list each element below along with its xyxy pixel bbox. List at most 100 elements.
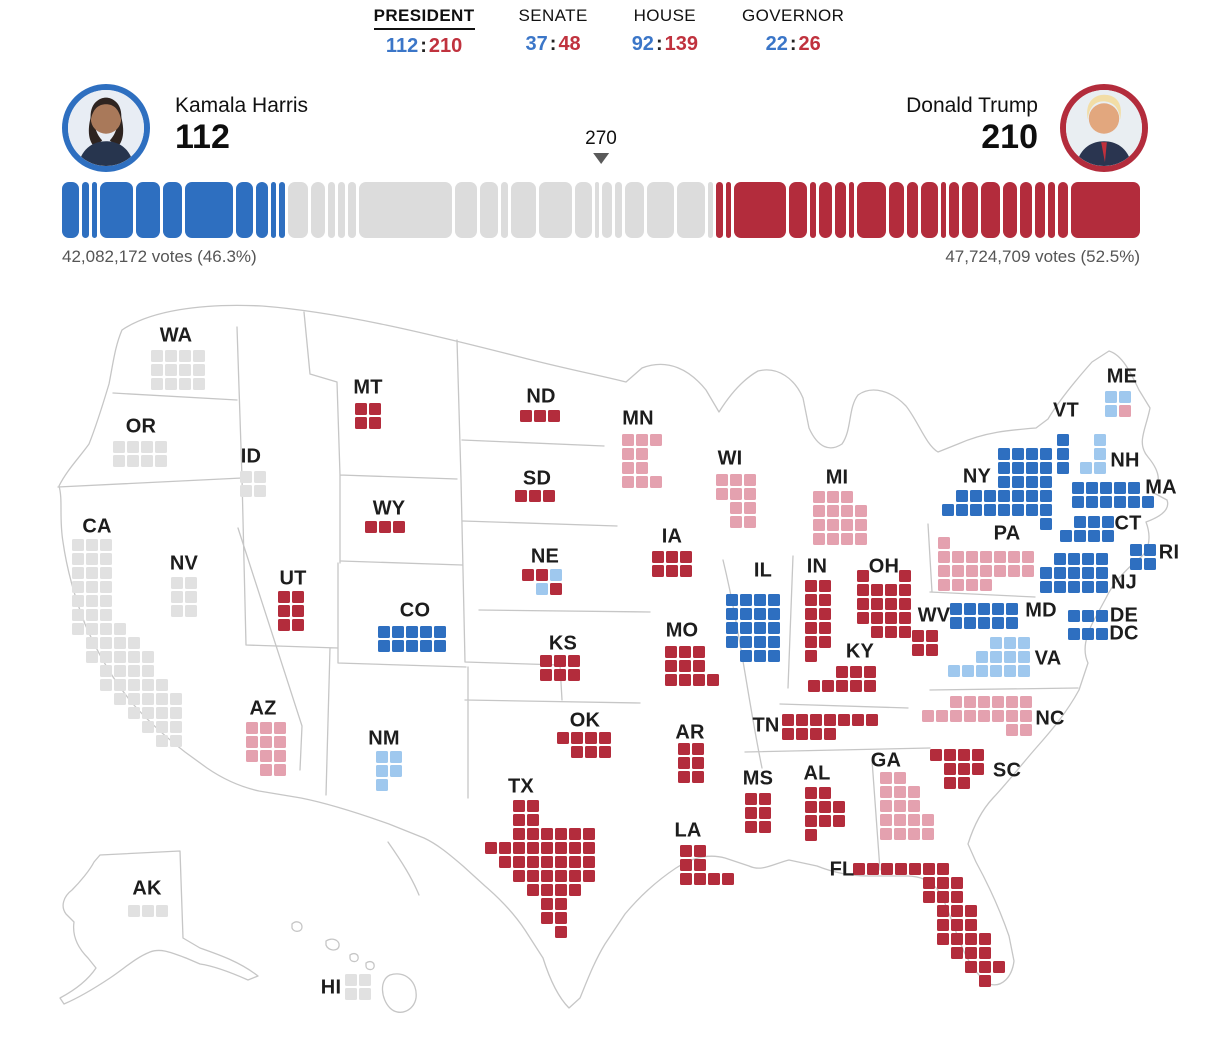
ev-square[interactable] bbox=[926, 630, 938, 642]
ev-square[interactable] bbox=[142, 651, 154, 663]
bar-segment-rep[interactable] bbox=[1047, 182, 1055, 238]
ev-square[interactable] bbox=[240, 485, 252, 497]
ev-square[interactable] bbox=[819, 636, 831, 648]
ev-square[interactable] bbox=[1057, 462, 1069, 474]
ev-square[interactable] bbox=[541, 870, 553, 882]
ev-square[interactable] bbox=[956, 490, 968, 502]
ev-square[interactable] bbox=[1068, 567, 1080, 579]
ev-square[interactable] bbox=[880, 828, 892, 840]
ev-square[interactable] bbox=[965, 933, 977, 945]
ev-square[interactable] bbox=[1026, 490, 1038, 502]
ev-square[interactable] bbox=[980, 565, 992, 577]
ev-square[interactable] bbox=[819, 815, 831, 827]
ev-square[interactable] bbox=[86, 539, 98, 551]
bar-segment-dem[interactable] bbox=[82, 182, 90, 238]
ev-square[interactable] bbox=[979, 961, 991, 973]
ev-square[interactable] bbox=[141, 441, 153, 453]
ev-square[interactable] bbox=[948, 665, 960, 677]
ev-square[interactable] bbox=[359, 988, 371, 1000]
ev-square[interactable] bbox=[984, 504, 996, 516]
bar-segment-uncalled[interactable] bbox=[510, 182, 537, 238]
bar-segment-rep[interactable] bbox=[856, 182, 887, 238]
ev-square[interactable] bbox=[246, 736, 258, 748]
ev-square[interactable] bbox=[950, 710, 962, 722]
ev-square[interactable] bbox=[964, 696, 976, 708]
ev-square[interactable] bbox=[1012, 462, 1024, 474]
ev-square[interactable] bbox=[966, 579, 978, 591]
ev-square[interactable] bbox=[1096, 581, 1108, 593]
ev-square[interactable] bbox=[680, 859, 692, 871]
ev-square[interactable] bbox=[72, 539, 84, 551]
ev-square[interactable] bbox=[141, 455, 153, 467]
ev-square[interactable] bbox=[1054, 553, 1066, 565]
ev-square[interactable] bbox=[827, 519, 839, 531]
ev-square[interactable] bbox=[998, 448, 1010, 460]
bar-segment-rep[interactable] bbox=[889, 182, 905, 238]
ev-square[interactable] bbox=[824, 714, 836, 726]
ev-square[interactable] bbox=[406, 626, 418, 638]
ev-square[interactable] bbox=[958, 763, 970, 775]
ev-square[interactable] bbox=[978, 617, 990, 629]
ev-square[interactable] bbox=[622, 434, 634, 446]
ev-square[interactable] bbox=[585, 746, 597, 758]
bar-segment-dem[interactable] bbox=[271, 182, 277, 238]
ev-square[interactable] bbox=[171, 591, 183, 603]
ev-square[interactable] bbox=[114, 665, 126, 677]
ev-square[interactable] bbox=[376, 751, 388, 763]
ev-square[interactable] bbox=[527, 884, 539, 896]
bar-segment-uncalled[interactable] bbox=[595, 182, 599, 238]
bar-segment-uncalled[interactable] bbox=[707, 182, 713, 238]
ev-square[interactable] bbox=[636, 476, 648, 488]
ev-square[interactable] bbox=[520, 410, 532, 422]
ev-square[interactable] bbox=[936, 710, 948, 722]
ev-square[interactable] bbox=[260, 750, 272, 762]
ev-square[interactable] bbox=[679, 646, 691, 658]
ev-square[interactable] bbox=[979, 933, 991, 945]
ev-square[interactable] bbox=[965, 919, 977, 931]
nav-tab-house[interactable]: HOUSE 92:139 bbox=[632, 6, 698, 58]
ev-square[interactable] bbox=[1144, 544, 1156, 556]
ev-square[interactable] bbox=[768, 650, 780, 662]
ev-square[interactable] bbox=[726, 594, 738, 606]
ev-square[interactable] bbox=[894, 814, 906, 826]
ev-square[interactable] bbox=[965, 947, 977, 959]
ev-square[interactable] bbox=[951, 891, 963, 903]
ev-square[interactable] bbox=[142, 721, 154, 733]
ev-square[interactable] bbox=[990, 637, 1002, 649]
ev-square[interactable] bbox=[768, 636, 780, 648]
bar-segment-dem[interactable] bbox=[100, 182, 133, 238]
ev-square[interactable] bbox=[1086, 482, 1098, 494]
ev-square[interactable] bbox=[909, 863, 921, 875]
ev-square[interactable] bbox=[1018, 665, 1030, 677]
ev-square[interactable] bbox=[808, 680, 820, 692]
ev-square[interactable] bbox=[522, 569, 534, 581]
ev-square[interactable] bbox=[1072, 482, 1084, 494]
ev-square[interactable] bbox=[1040, 504, 1052, 516]
bar-segment-rep[interactable] bbox=[980, 182, 1000, 238]
ev-square[interactable] bbox=[1128, 482, 1140, 494]
ev-square[interactable] bbox=[142, 679, 154, 691]
ev-square[interactable] bbox=[369, 417, 381, 429]
ev-square[interactable] bbox=[86, 567, 98, 579]
ev-square[interactable] bbox=[938, 551, 950, 563]
ev-square[interactable] bbox=[650, 476, 662, 488]
ev-square[interactable] bbox=[1054, 567, 1066, 579]
ev-square[interactable] bbox=[636, 434, 648, 446]
ev-square[interactable] bbox=[513, 828, 525, 840]
ev-square[interactable] bbox=[534, 410, 546, 422]
ev-square[interactable] bbox=[740, 622, 752, 634]
ev-square[interactable] bbox=[885, 626, 897, 638]
ev-square[interactable] bbox=[813, 519, 825, 531]
ev-square[interactable] bbox=[569, 884, 581, 896]
ev-square[interactable] bbox=[1096, 628, 1108, 640]
ev-square[interactable] bbox=[1068, 553, 1080, 565]
ev-square[interactable] bbox=[1022, 551, 1034, 563]
ev-square[interactable] bbox=[513, 800, 525, 812]
bar-segment-rep[interactable] bbox=[1071, 182, 1140, 238]
ev-square[interactable] bbox=[179, 364, 191, 376]
ev-square[interactable] bbox=[745, 793, 757, 805]
ev-square[interactable] bbox=[952, 579, 964, 591]
ev-square[interactable] bbox=[841, 519, 853, 531]
ev-square[interactable] bbox=[1105, 391, 1117, 403]
ev-square[interactable] bbox=[151, 364, 163, 376]
